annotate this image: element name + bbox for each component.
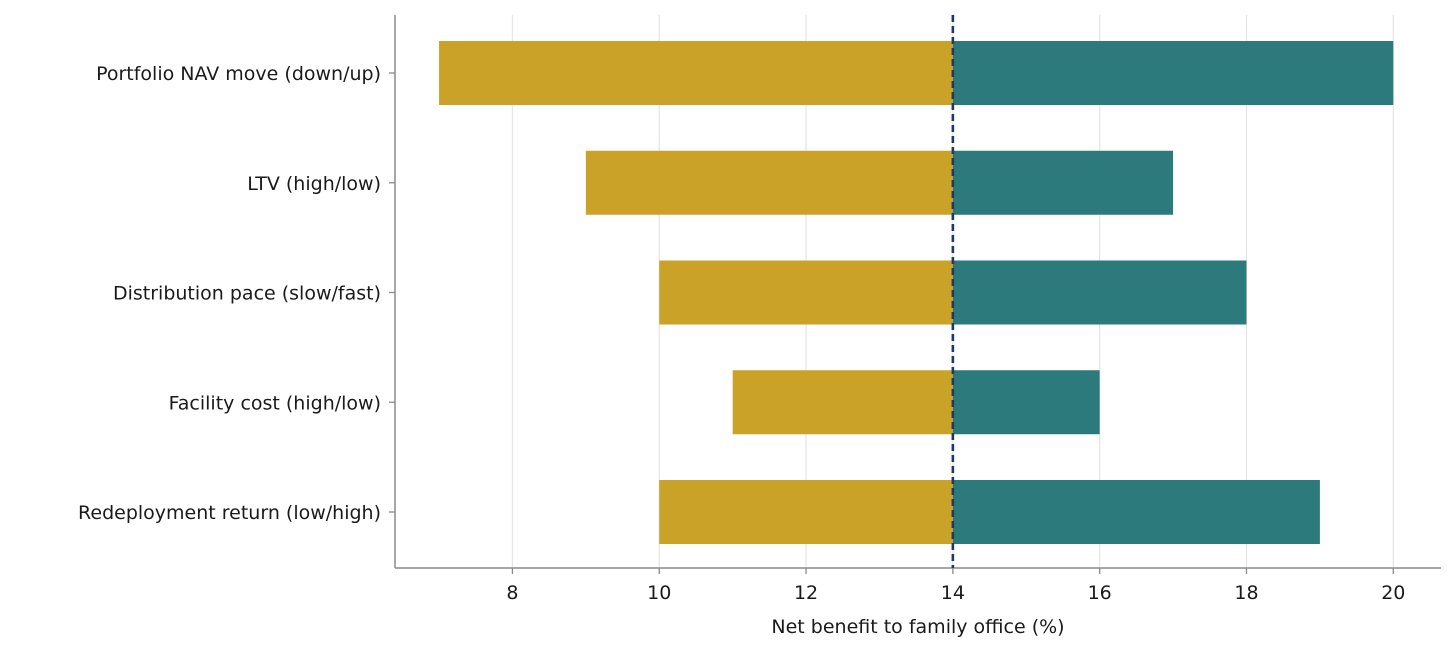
bar-high <box>952 150 1174 215</box>
bar-high <box>952 370 1100 435</box>
x-tick-label: 8 <box>506 582 518 604</box>
bar-low <box>659 480 953 544</box>
bar-low <box>439 41 953 105</box>
x-tick-label: 16 <box>1088 582 1112 604</box>
bar-low <box>585 150 953 215</box>
x-tick-label: 20 <box>1381 582 1405 604</box>
bar-high <box>952 41 1394 105</box>
x-tick-label: 14 <box>941 582 965 604</box>
bar-low <box>659 260 953 325</box>
x-tick-label: 18 <box>1234 582 1258 604</box>
category-label: Distribution pace (slow/fast) <box>113 283 381 305</box>
category-label: LTV (high/low) <box>247 173 381 195</box>
x-tick-label: 10 <box>647 582 671 604</box>
axes-layer <box>394 15 1441 569</box>
category-label: Facility cost (high/low) <box>169 392 381 414</box>
bar-high <box>952 260 1247 325</box>
x-axis-title: Net benefit to family office (%) <box>771 616 1064 638</box>
x-tick-label: 12 <box>794 582 818 604</box>
bars-layer <box>439 41 1394 544</box>
ticks-layer: 8 10 12 14 16 18 20 <box>389 72 1405 604</box>
bar-low <box>732 370 953 435</box>
bar-high <box>952 480 1320 544</box>
category-label: Redeployment return (low/high) <box>78 502 381 524</box>
category-label: Portfolio NAV move (down/up) <box>96 63 381 85</box>
category-labels: Portfolio NAV move (down/up) LTV (high/lo… <box>78 63 381 524</box>
